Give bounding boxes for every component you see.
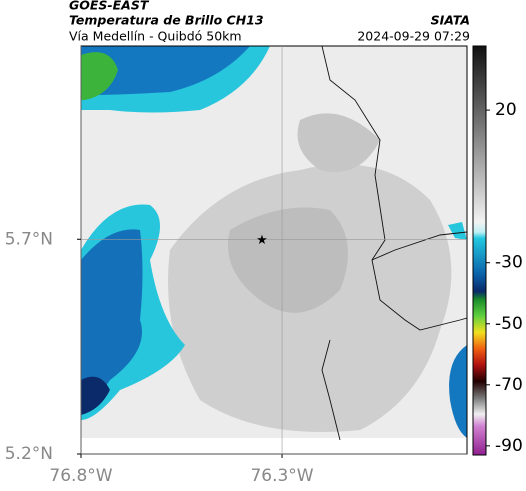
cold-cloud: [81, 46, 250, 95]
y-tick-label: 5.2°N: [5, 444, 53, 464]
cold-cloud: [81, 229, 143, 410]
x-tick-label: 76.3°W: [250, 466, 313, 486]
colorbar-tick-label: -50: [495, 314, 523, 334]
subtitle: Temperatura de Brillo CH13: [69, 13, 264, 28]
colorbar-tick-label: -90: [495, 436, 523, 456]
cloud: [297, 113, 380, 172]
region: Vía Medellín - Quibdó 50km: [69, 29, 242, 44]
colorbar: [472, 45, 487, 456]
imagery: [81, 46, 467, 454]
cold-cloud: [81, 52, 118, 100]
colorbar-tick-label: 20: [495, 100, 517, 120]
cold-cloud: [81, 376, 110, 415]
datetime: 2024-09-29 07:29: [357, 29, 470, 44]
source: SIATA: [431, 13, 470, 28]
colorbar-tick-label: -30: [495, 253, 523, 273]
cloud: [228, 207, 348, 313]
colorbar-tick-label: -70: [495, 375, 523, 395]
cold-cloud: [448, 222, 467, 240]
location-marker: ★: [256, 233, 268, 248]
y-tick-label: 5.7°N: [5, 229, 53, 249]
cold-cloud: [449, 345, 467, 438]
title: GOES-EAST: [69, 0, 150, 13]
x-tick-label: 76.8°W: [49, 466, 112, 486]
border: [321, 46, 467, 441]
